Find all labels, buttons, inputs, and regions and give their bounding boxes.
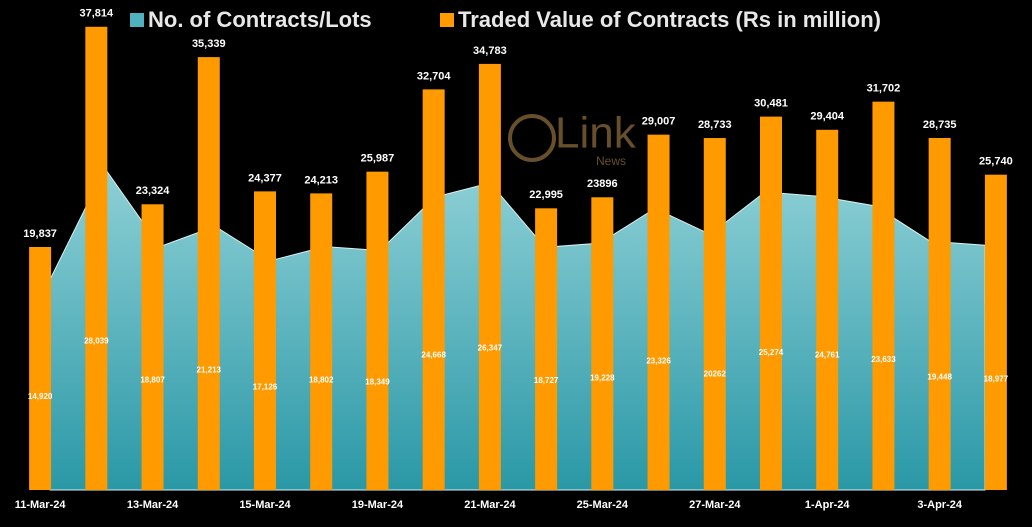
x-tick-label: 19-Mar-24 bbox=[352, 499, 404, 511]
bar-value-label: 28,735 bbox=[923, 119, 957, 131]
x-tick-label: 15-Mar-24 bbox=[239, 499, 291, 511]
area-value-label: 28,039 bbox=[84, 336, 109, 345]
area-value-label: 18,977 bbox=[984, 375, 1009, 384]
bar-value-label: 22,995 bbox=[529, 189, 563, 201]
legend-swatch bbox=[440, 13, 454, 27]
bar-value-label: 29,404 bbox=[810, 111, 845, 123]
bar-value-label: 24,377 bbox=[248, 172, 282, 184]
area-value-label: 18,802 bbox=[309, 375, 334, 384]
bar-value-label: 34,783 bbox=[473, 45, 507, 57]
x-tick-label: 3-Apr-24 bbox=[917, 499, 963, 511]
bar-value-label: 32,704 bbox=[417, 70, 452, 82]
watermark-logo bbox=[508, 114, 556, 162]
legend-label: Traded Value of Contracts (Rs in million… bbox=[458, 7, 881, 32]
bar bbox=[366, 171, 389, 491]
bar bbox=[984, 174, 1007, 490]
bar-value-label: 25,740 bbox=[979, 156, 1013, 168]
bar-value-label: 28,733 bbox=[698, 119, 732, 131]
x-tick-label: 21-Mar-24 bbox=[464, 499, 516, 511]
area-value-label: 25,274 bbox=[759, 348, 784, 357]
legend-swatch bbox=[130, 13, 144, 27]
area-value-label: 19,228 bbox=[590, 374, 615, 383]
bar-value-label: 35,339 bbox=[192, 38, 226, 50]
area-value-label: 14,920 bbox=[28, 392, 53, 401]
watermark: Link News bbox=[508, 109, 637, 168]
bar-value-label: 31,702 bbox=[867, 83, 901, 95]
bar bbox=[703, 138, 726, 490]
bar bbox=[760, 116, 782, 490]
bar bbox=[928, 137, 951, 490]
bar bbox=[29, 246, 52, 490]
x-tick-label: 27-Mar-24 bbox=[689, 499, 741, 511]
area-value-label: 19,448 bbox=[927, 373, 952, 382]
bar-value-label: 30,481 bbox=[754, 98, 788, 110]
bar bbox=[872, 101, 895, 490]
watermark-text: Link bbox=[555, 109, 637, 158]
area-value-label: 21,213 bbox=[197, 365, 222, 374]
x-tick-label: 13-Mar-24 bbox=[127, 499, 179, 511]
bar-value-label: 37,814 bbox=[80, 8, 115, 20]
watermark-subtext: News bbox=[596, 154, 626, 168]
bar bbox=[591, 197, 614, 491]
bar bbox=[816, 129, 839, 490]
area-value-label: 17,126 bbox=[253, 383, 278, 392]
bar bbox=[535, 208, 558, 490]
legend: No. of Contracts/Lots Traded Value of Co… bbox=[130, 7, 881, 32]
bar bbox=[85, 26, 108, 490]
area-value-label: 20262 bbox=[704, 369, 727, 378]
area-value-label: 26,347 bbox=[478, 344, 503, 353]
bar bbox=[647, 134, 670, 490]
plot-area: 19,837 37,814 23,324 35,339 24,377 24,213 25,9… bbox=[15, 8, 1013, 511]
legend-label: No. of Contracts/Lots bbox=[148, 7, 372, 32]
bar bbox=[254, 191, 276, 490]
area-value-label: 18,349 bbox=[365, 377, 390, 386]
area-value-label: 18,807 bbox=[140, 375, 165, 384]
area-value-label: 24,761 bbox=[815, 350, 840, 359]
bar-value-label: 23896 bbox=[587, 178, 618, 190]
x-tick-label: 25-Mar-24 bbox=[577, 499, 629, 511]
bar bbox=[141, 204, 164, 490]
bar-value-label: 29,007 bbox=[642, 116, 676, 128]
bar-value-label: 24,213 bbox=[304, 174, 338, 186]
bar-value-label: 23,324 bbox=[136, 185, 171, 197]
bar bbox=[197, 57, 220, 490]
x-tick-label: 1-Apr-24 bbox=[805, 499, 851, 511]
area-value-label: 23,326 bbox=[646, 356, 671, 365]
area-value-label: 24,668 bbox=[421, 351, 446, 360]
area-value-label: 23,633 bbox=[871, 355, 896, 364]
bar-value-label: 25,987 bbox=[361, 153, 395, 165]
bar bbox=[422, 89, 445, 490]
x-tick-label: 11-Mar-24 bbox=[15, 499, 67, 511]
bar bbox=[478, 63, 501, 490]
bar bbox=[310, 193, 333, 490]
bar-value-label: 19,837 bbox=[23, 228, 57, 240]
area-value-label: 18,727 bbox=[534, 376, 559, 385]
